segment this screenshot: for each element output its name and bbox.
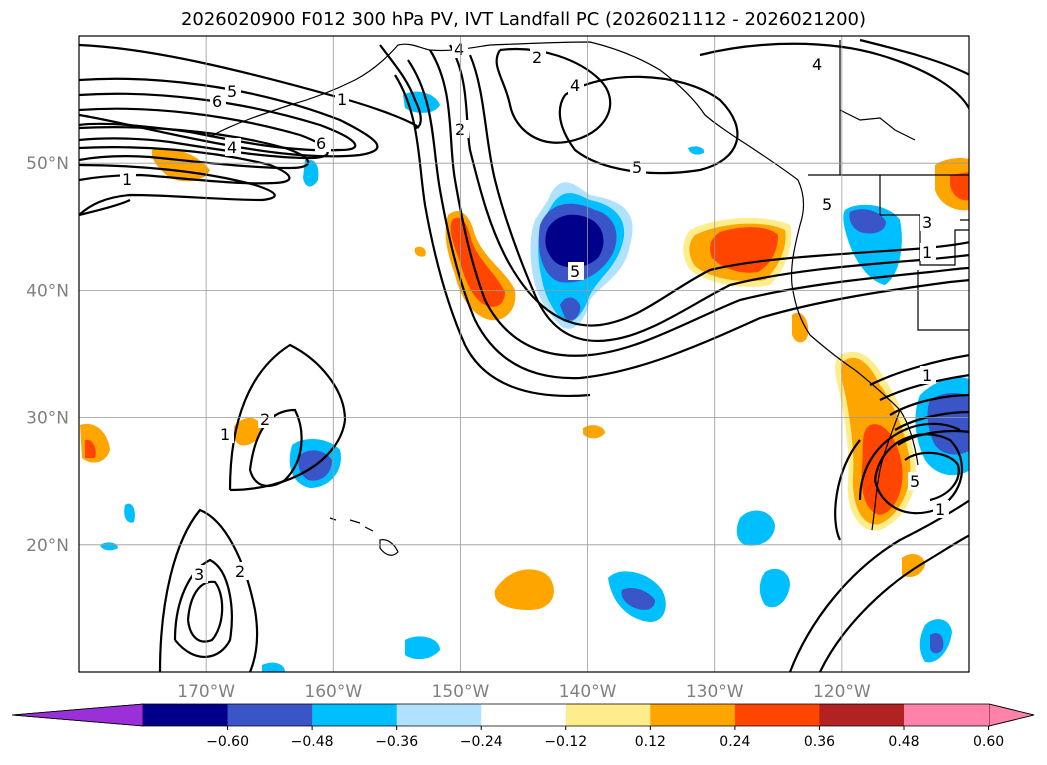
svg-text:1: 1	[922, 243, 932, 262]
lon-tick-label: 140°W	[559, 682, 617, 702]
svg-text:1: 1	[922, 366, 932, 385]
colorbar-extend-low	[11, 703, 144, 727]
map-frame	[78, 35, 970, 673]
svg-text:5: 5	[822, 195, 832, 214]
colorbar-segment	[565, 704, 651, 726]
pv-anomaly-fills	[80, 91, 969, 672]
svg-text:1: 1	[220, 425, 230, 444]
colorbar-segment	[396, 704, 482, 726]
svg-text:6: 6	[316, 134, 326, 153]
svg-text:3: 3	[922, 213, 932, 232]
colorbar-tick-label: 0.48	[888, 734, 919, 750]
map-gridlines	[79, 36, 969, 672]
svg-text:1: 1	[122, 170, 132, 189]
pos-anomaly-western-pacific	[232, 417, 262, 446]
svg-text:1: 1	[337, 90, 347, 109]
colorbar-segment	[312, 704, 398, 726]
colorbar-segment	[227, 704, 313, 726]
lat-tick-label: 30°N	[26, 409, 69, 429]
latitude-labels: 50°N 40°N 30°N 20°N	[26, 154, 69, 556]
colorbar-segment	[143, 704, 229, 726]
colorbar-segment	[650, 704, 736, 726]
svg-text:5: 5	[910, 472, 920, 491]
lon-tick-label: 170°W	[177, 682, 235, 702]
contour-labels: 1 4 6 6 5 1 2 2 4 4 5 4 5 5	[120, 40, 949, 584]
colorbar-extend-high	[988, 703, 1035, 727]
colorbar-tick-label: −0.24	[460, 734, 503, 750]
colorbar-outline	[11, 703, 1035, 727]
lon-tick-label: 150°W	[432, 682, 490, 702]
svg-text:1: 1	[935, 500, 945, 519]
svg-text:2: 2	[235, 562, 245, 581]
svg-text:4: 4	[227, 138, 237, 157]
colorbar-segment	[904, 704, 989, 726]
map-title: 2026020900 F012 300 hPa PV, IVT Landfall…	[180, 9, 867, 30]
longitude-labels: 170°W 160°W 150°W 140°W 130°W 120°W	[177, 682, 871, 702]
svg-text:5: 5	[570, 262, 580, 281]
lat-tick-label: 50°N	[26, 154, 69, 174]
lon-tick-label: 130°W	[686, 682, 744, 702]
colorbar-segment	[819, 704, 905, 726]
svg-text:2: 2	[532, 48, 542, 67]
colorbar-tick-label: 0.12	[635, 734, 666, 750]
lon-tick-label: 120°W	[813, 682, 871, 702]
svg-text:3: 3	[194, 565, 204, 584]
coastlines	[209, 40, 969, 556]
colorbar-tick-label: −0.36	[375, 734, 418, 750]
svg-text:4: 4	[454, 40, 464, 59]
lat-tick-label: 20°N	[26, 536, 69, 556]
lat-tick-label: 40°N	[26, 281, 69, 301]
colorbar-tick-label: 0.36	[804, 734, 835, 750]
colorbar-tick-label: −0.12	[544, 734, 587, 750]
svg-text:4: 4	[570, 76, 580, 95]
svg-text:5: 5	[227, 82, 237, 101]
pv-contours	[79, 38, 969, 672]
colorbar-tick-label: −0.48	[291, 734, 334, 750]
pos-anomaly-tropical	[494, 569, 554, 610]
svg-text:4: 4	[812, 55, 822, 74]
colorbar-tick-label: 0.24	[719, 734, 750, 750]
colorbar-segment	[481, 704, 567, 726]
svg-text:5: 5	[632, 158, 642, 177]
colorbar-tick-label: 0.60	[973, 734, 1004, 750]
colorbar: −0.60 −0.48 −0.36 −0.24 −0.12 0.12 0.24 0.36 0.4…	[11, 703, 1035, 750]
colorbar-tick-label: −0.60	[206, 734, 249, 750]
svg-text:6: 6	[212, 92, 222, 111]
colorbar-segment	[734, 704, 820, 726]
lon-tick-label: 160°W	[304, 682, 362, 702]
svg-text:2: 2	[260, 410, 270, 429]
